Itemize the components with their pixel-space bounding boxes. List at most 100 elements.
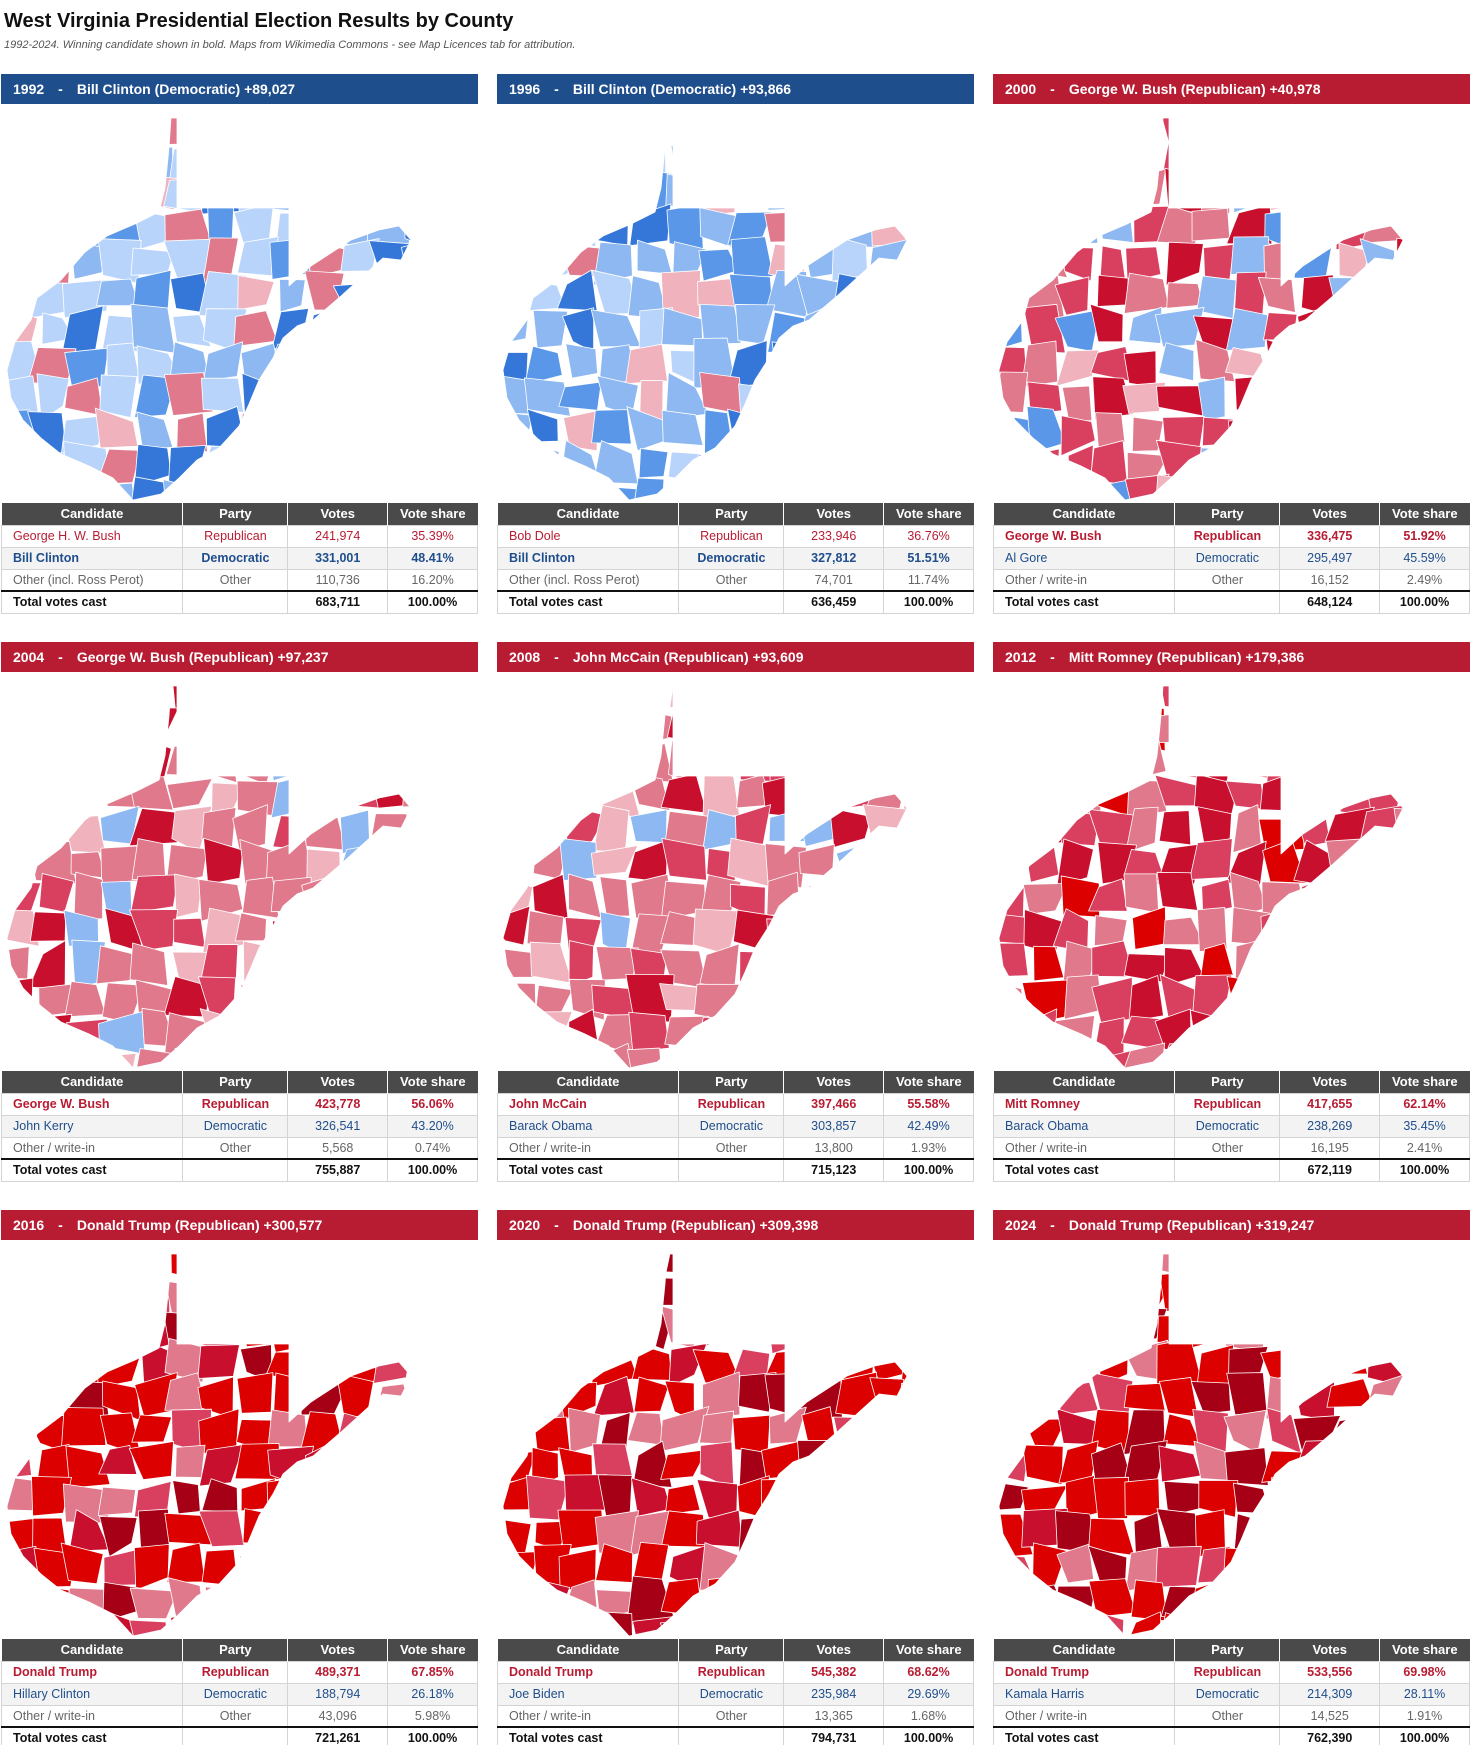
county-shape xyxy=(343,735,378,774)
county-shape xyxy=(1060,415,1096,457)
county-shape xyxy=(402,1311,411,1349)
county-shape xyxy=(1262,118,1302,138)
county-shape xyxy=(374,1477,411,1518)
county-shape xyxy=(31,1475,72,1517)
county-shape xyxy=(1169,746,1203,779)
county-shape xyxy=(527,1254,572,1283)
county-shape xyxy=(999,310,1023,353)
county-shape xyxy=(796,1609,836,1636)
total-row: Total votes cast 672,119 100.00% xyxy=(992,1158,1470,1182)
county-shape xyxy=(164,1280,211,1317)
county-shape xyxy=(1366,118,1403,146)
county-shape xyxy=(627,743,674,783)
county-shape xyxy=(30,1046,72,1068)
county-shape xyxy=(1393,883,1403,916)
county-shape xyxy=(129,942,169,986)
election-headline: George W. Bush (Republican) +97,237 xyxy=(76,649,329,665)
county-shape xyxy=(369,279,411,315)
county-shape xyxy=(344,1013,378,1057)
party-cell: Other xyxy=(678,1704,785,1728)
county-shape xyxy=(164,1512,212,1546)
county-shape xyxy=(61,1407,107,1447)
county-shape xyxy=(1297,907,1333,955)
share-cell: 56.06% xyxy=(387,1092,478,1116)
county-shape xyxy=(557,686,603,717)
county-shape xyxy=(1293,243,1333,279)
county-shape xyxy=(1025,844,1060,883)
party-cell: Other xyxy=(182,1136,289,1160)
banner-separator: - xyxy=(58,1217,63,1233)
banner-separator: - xyxy=(1050,649,1055,665)
column-header: Vote share xyxy=(1379,1639,1470,1661)
county-shape xyxy=(865,1613,907,1636)
county-shape xyxy=(265,1509,307,1551)
total-row: Total votes cast 755,887 100.00% xyxy=(0,1158,478,1182)
county-shape xyxy=(267,980,312,1023)
county-shape xyxy=(380,686,411,709)
county-shape xyxy=(765,411,807,456)
county-shape xyxy=(1191,207,1231,242)
county-shape xyxy=(738,383,769,415)
county-shape xyxy=(7,1307,43,1347)
county-shape xyxy=(897,411,907,455)
election-headline: John McCain (Republican) +93,609 xyxy=(572,649,804,665)
county-shape xyxy=(174,873,203,918)
county-shape xyxy=(1024,1274,1065,1314)
county-shape xyxy=(242,1508,274,1546)
total-votes: 794,731 xyxy=(783,1726,885,1745)
share-cell: 36.76% xyxy=(883,524,974,548)
results-table: Candidate Party Votes Vote share Donald Trum… xyxy=(992,1639,1470,1745)
county-shape xyxy=(1399,909,1403,951)
county-shape xyxy=(1123,1382,1166,1412)
county-shape xyxy=(901,1511,907,1550)
total-row: Total votes cast 762,390 100.00% xyxy=(992,1726,1470,1745)
county-shape xyxy=(1296,1512,1334,1549)
column-header: Vote share xyxy=(883,1639,974,1661)
county-shape xyxy=(1329,1514,1370,1556)
county-shape xyxy=(1092,745,1131,777)
county-shape xyxy=(1030,736,1068,778)
county-shape xyxy=(899,873,907,921)
county-shape xyxy=(134,707,180,751)
county-shape xyxy=(1325,1479,1367,1522)
share-cell: 51.51% xyxy=(883,546,974,570)
county-shape xyxy=(598,486,641,500)
county-shape xyxy=(1056,1543,1095,1584)
county-shape xyxy=(568,873,602,919)
votes-cell: 110,736 xyxy=(287,568,389,592)
county-shape xyxy=(230,444,278,484)
county-shape xyxy=(870,974,907,1019)
county-shape xyxy=(30,239,72,286)
total-row: Total votes cast 636,459 100.00% xyxy=(496,590,974,614)
county-shape xyxy=(1328,277,1374,318)
county-shape xyxy=(401,139,411,181)
county-shape xyxy=(1021,1610,1068,1636)
county-shape xyxy=(727,408,774,447)
county-shape xyxy=(831,1582,875,1616)
county-shape xyxy=(762,943,811,989)
column-header: Party xyxy=(182,1071,289,1093)
total-label: Total votes cast xyxy=(496,1726,680,1745)
column-header: Party xyxy=(182,503,289,525)
county-shape xyxy=(862,804,907,849)
column-header: Votes xyxy=(1279,1071,1381,1093)
county-shape xyxy=(865,872,907,922)
county-shape xyxy=(374,1383,411,1416)
votes-cell: 327,812 xyxy=(783,546,885,570)
county-shape xyxy=(1230,172,1269,214)
county-shape xyxy=(312,145,345,173)
county-shape xyxy=(798,1278,835,1315)
county-shape xyxy=(96,278,140,307)
share-cell: 5.98% xyxy=(387,1704,478,1728)
county-shape xyxy=(1335,1009,1372,1054)
total-label: Total votes cast xyxy=(496,590,680,614)
column-header: Votes xyxy=(287,1639,389,1661)
county-shape xyxy=(336,1046,378,1068)
county-shape xyxy=(1061,385,1093,422)
party-cell: Republican xyxy=(678,1092,785,1116)
county-shape xyxy=(1291,1546,1335,1592)
county-shape xyxy=(370,872,410,916)
county-shape xyxy=(39,1308,75,1347)
county-shape xyxy=(333,1509,374,1553)
column-header: Candidate xyxy=(497,1071,680,1093)
